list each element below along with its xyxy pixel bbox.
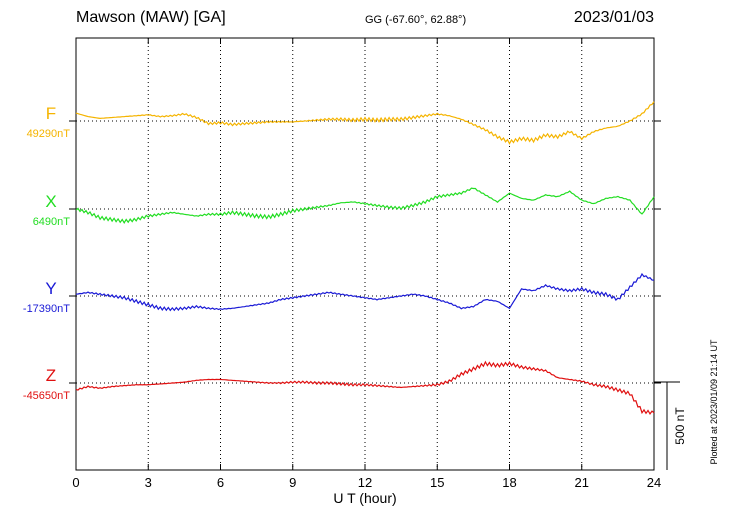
x-tick-label: 3 [145, 475, 152, 490]
trace-z [75, 360, 655, 416]
x-tick-label: 9 [289, 475, 296, 490]
date-label: 2023/01/03 [574, 9, 654, 26]
baseline-value-f: 49290nT [27, 128, 71, 140]
x-tick-label: 21 [575, 475, 589, 490]
plot-timestamp: Plotted at 2023/01/09 21:14 UT [709, 339, 719, 465]
x-tick-label: 18 [502, 475, 516, 490]
traces [75, 101, 655, 416]
scale-bar-label: 500 nT [673, 407, 687, 445]
trace-f [75, 101, 655, 145]
series-name-y: Y [45, 279, 56, 298]
x-tick-label: 24 [647, 475, 661, 490]
trace-y [75, 272, 655, 312]
baseline-value-y: -17390nT [23, 303, 70, 315]
x-ticks: 0 3 6 9 12 15 18 21 24 [72, 38, 661, 490]
x-axis-title: U T (hour) [333, 490, 396, 506]
series-labels: F 49290nT X 6490nT Y -17390nT Z -45650nT [23, 104, 70, 402]
station-title: Mawson (MAW) [GA] [76, 9, 226, 26]
series-name-x: X [45, 192, 56, 211]
coordinates-label: GG (-67.60°, 62.88°) [365, 14, 466, 26]
series-name-f: F [46, 104, 56, 123]
x-tick-label: 0 [72, 475, 79, 490]
scale-bar: 500 nT [654, 381, 687, 470]
grid [147, 38, 583, 470]
baselines [69, 120, 661, 384]
x-tick-label: 12 [358, 475, 372, 490]
baseline-value-z: -45650nT [23, 390, 70, 402]
baseline-value-x: 6490nT [33, 216, 71, 228]
x-tick-label: 6 [217, 475, 224, 490]
x-tick-label: 15 [430, 475, 444, 490]
trace-x [75, 187, 655, 224]
series-name-z: Z [46, 366, 56, 385]
